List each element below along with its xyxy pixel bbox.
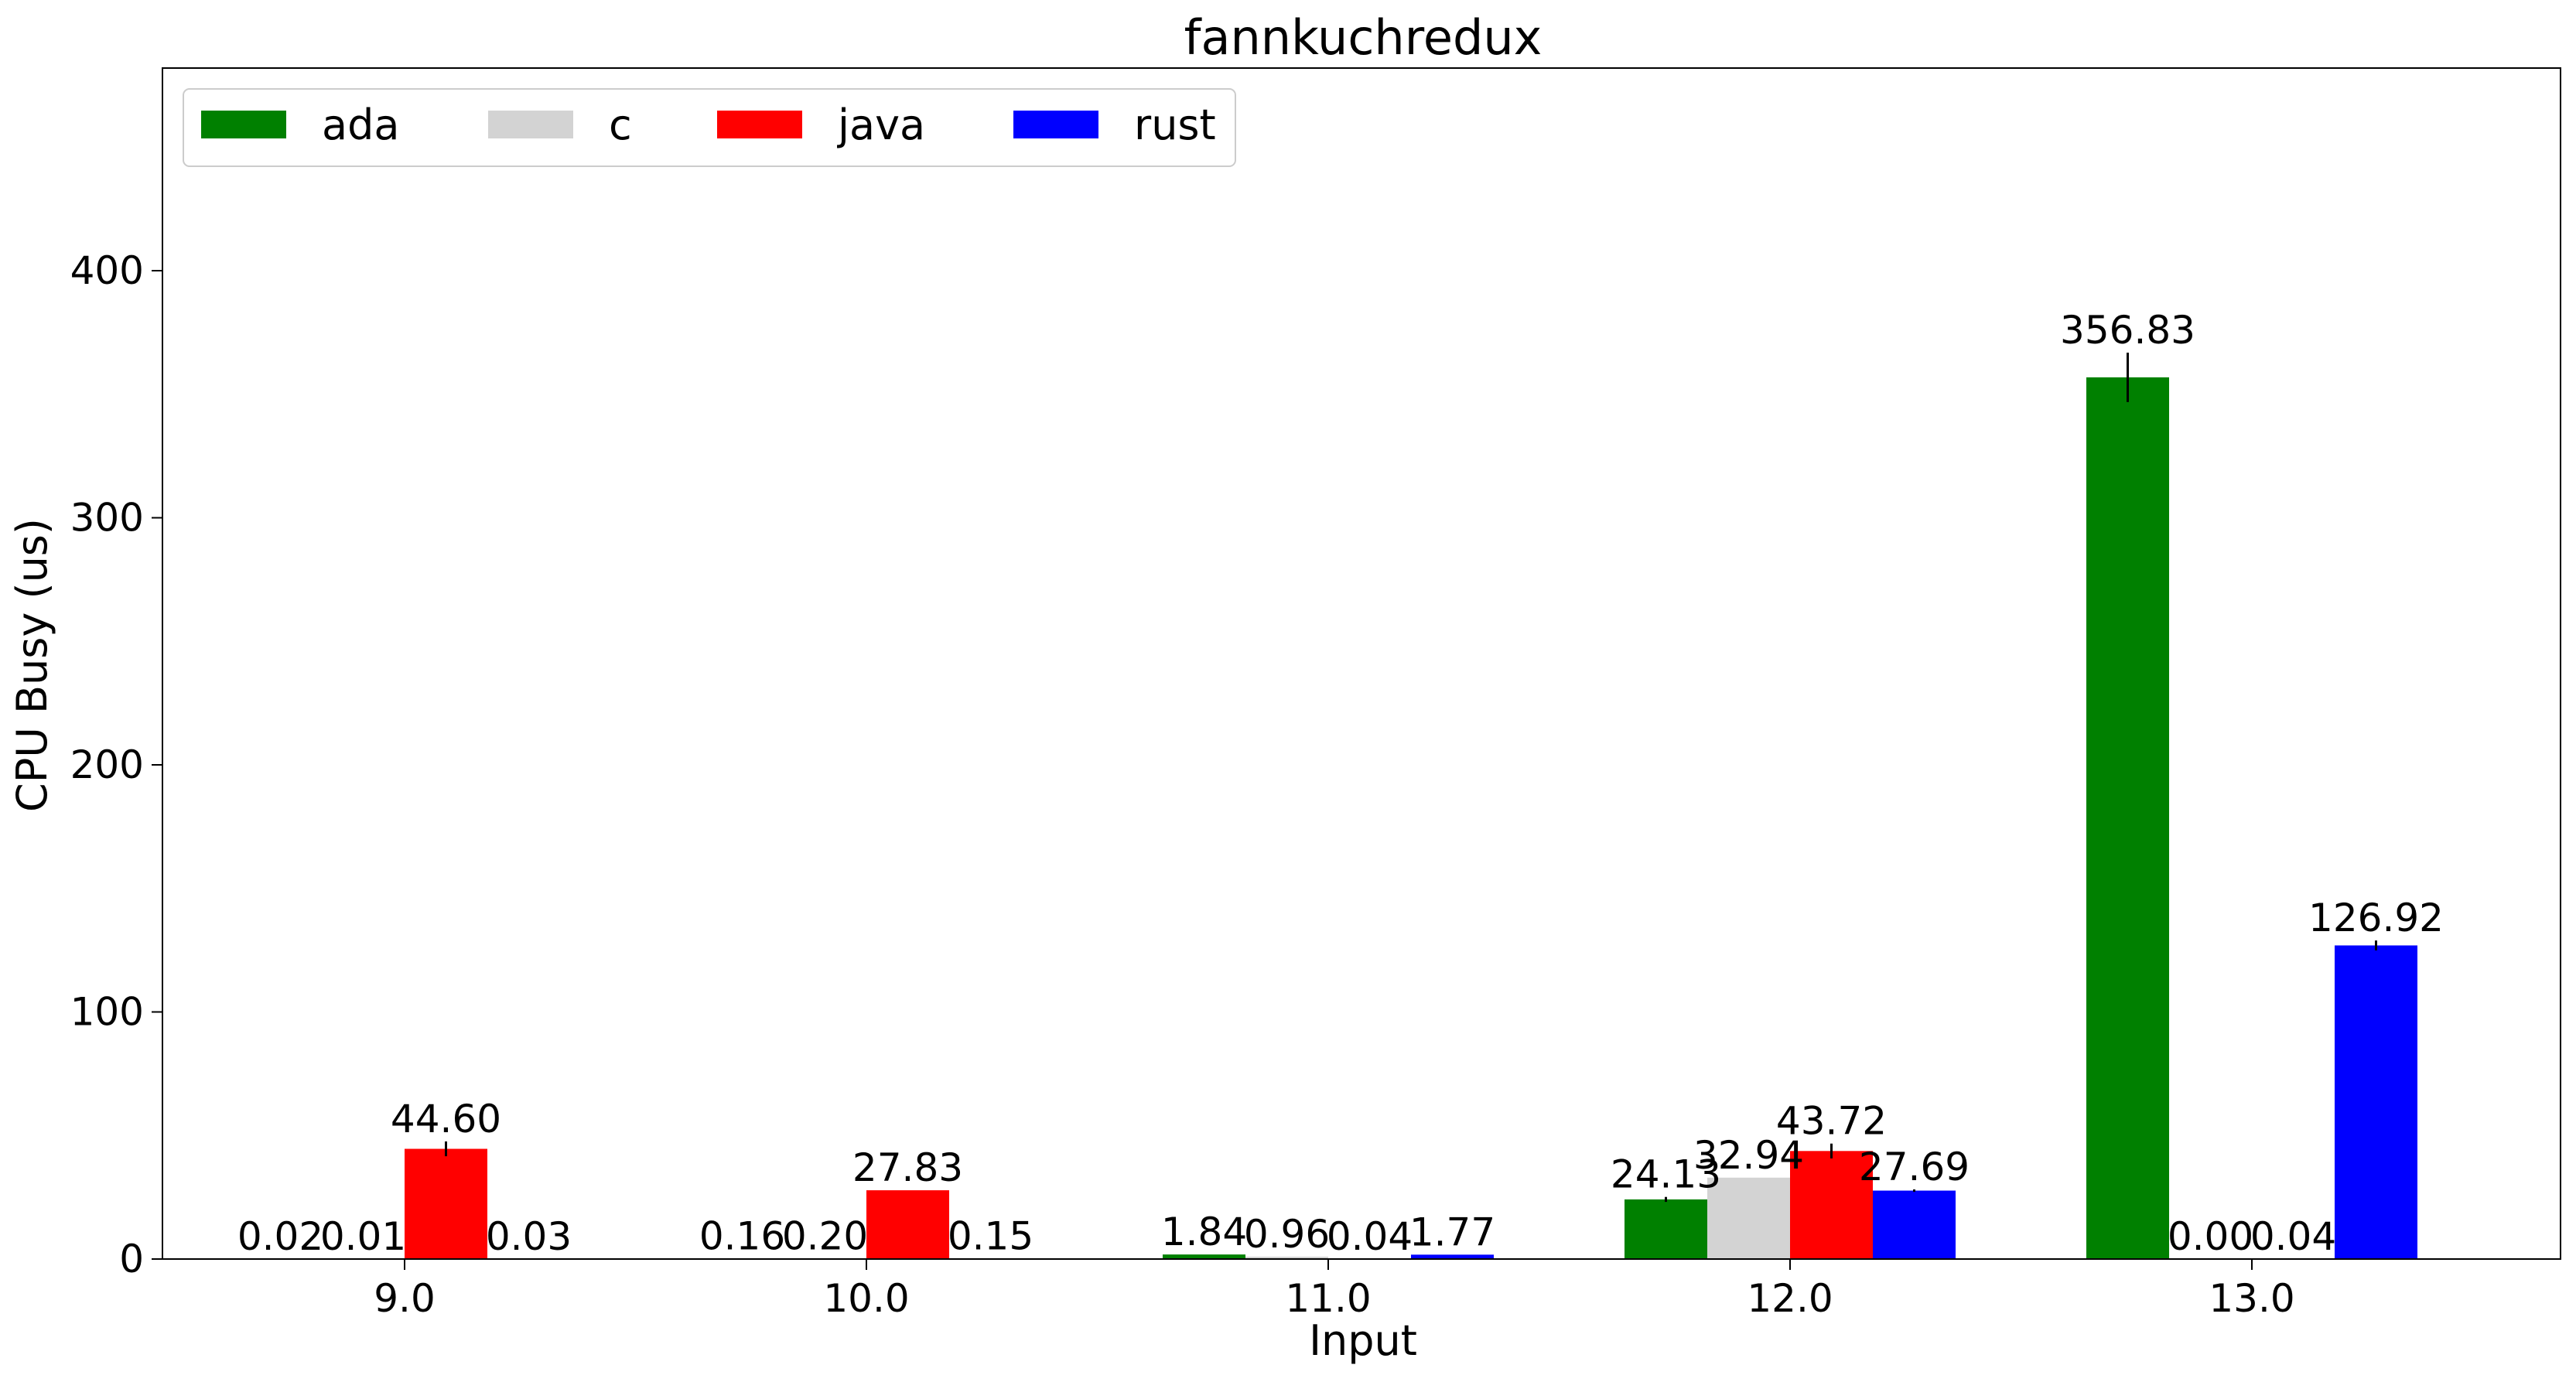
data-label-java-13.0: 0.04 bbox=[2250, 1214, 2336, 1259]
x-tick-label-13.0: 13.0 bbox=[2209, 1276, 2294, 1321]
legend: ada c java rust bbox=[183, 88, 1236, 167]
legend-swatch-c bbox=[488, 111, 573, 138]
axes-layer: 9.0 10.0 11.0 12.0 13.0 0 100 200 300 400 bbox=[70, 67, 2561, 1321]
data-label-java-9.0: 44.60 bbox=[391, 1097, 501, 1141]
y-tick-label-400: 400 bbox=[70, 248, 144, 293]
bar-rust-12.0 bbox=[1873, 1190, 1956, 1259]
bar-c-12.0 bbox=[1707, 1177, 1790, 1259]
y-tick-label-300: 300 bbox=[70, 495, 144, 540]
bar-ada-12.0 bbox=[1625, 1199, 1707, 1259]
data-label-ada-13.0: 356.83 bbox=[2060, 308, 2195, 353]
x-axis-label: Input bbox=[1309, 1316, 1417, 1365]
data-label-rust-11.0: 1.77 bbox=[1409, 1210, 1495, 1254]
legend-label-ada: ada bbox=[322, 101, 399, 149]
data-label-java-10.0: 27.83 bbox=[852, 1145, 963, 1190]
x-tick-label-11.0: 11.0 bbox=[1285, 1276, 1371, 1321]
bar-java-12.0 bbox=[1790, 1151, 1873, 1259]
legend-swatch-java bbox=[717, 111, 802, 138]
data-label-c-9.0: 0.01 bbox=[320, 1214, 406, 1259]
data-label-c-13.0: 0.00 bbox=[2168, 1214, 2253, 1259]
legend-frame bbox=[183, 88, 1236, 167]
data-label-c-10.0: 0.20 bbox=[782, 1213, 868, 1258]
y-axis-label: CPU Busy (us) bbox=[8, 518, 56, 812]
data-label-c-11.0: 0.96 bbox=[1244, 1212, 1330, 1257]
data-label-java-12.0: 43.72 bbox=[1776, 1099, 1887, 1144]
x-tick-label-12.0: 12.0 bbox=[1747, 1276, 1833, 1321]
y-tick-label-200: 200 bbox=[70, 742, 144, 787]
y-tick-label-100: 100 bbox=[70, 989, 144, 1034]
data-label-rust-12.0: 27.69 bbox=[1859, 1145, 1970, 1189]
bar-ada-11.0 bbox=[1163, 1254, 1245, 1259]
bars-layer bbox=[239, 377, 2417, 1259]
y-tick-label-0: 0 bbox=[119, 1237, 144, 1281]
bar-rust-13.0 bbox=[2335, 945, 2417, 1259]
bar-rust-11.0 bbox=[1411, 1254, 1494, 1259]
bar-java-9.0 bbox=[405, 1148, 487, 1259]
legend-label-c: c bbox=[609, 101, 632, 149]
data-label-ada-10.0: 0.16 bbox=[699, 1213, 785, 1258]
data-label-c-12.0: 32.94 bbox=[1693, 1133, 1804, 1178]
data-label-rust-9.0: 0.03 bbox=[486, 1214, 572, 1259]
legend-swatch-ada bbox=[201, 111, 286, 138]
x-tick-label-9.0: 9.0 bbox=[374, 1276, 436, 1321]
data-label-java-11.0: 0.04 bbox=[1327, 1214, 1413, 1259]
data-label-ada-12.0: 24.13 bbox=[1611, 1152, 1721, 1197]
plot-frame bbox=[162, 67, 2561, 1260]
legend-swatch-rust bbox=[1013, 111, 1098, 138]
data-label-rust-10.0: 0.15 bbox=[948, 1214, 1033, 1259]
bar-java-10.0 bbox=[866, 1190, 949, 1259]
bar-c-11.0 bbox=[1245, 1256, 1328, 1259]
data-label-rust-13.0: 126.92 bbox=[2308, 896, 2444, 940]
legend-label-rust: rust bbox=[1134, 101, 1216, 149]
data-label-ada-9.0: 0.02 bbox=[237, 1214, 323, 1259]
bar-ada-13.0 bbox=[2086, 377, 2169, 1259]
data-label-ada-11.0: 1.84 bbox=[1161, 1210, 1247, 1254]
legend-label-java: java bbox=[837, 101, 925, 149]
chart-title: fannkuchredux bbox=[1184, 9, 1543, 66]
x-tick-label-10.0: 10.0 bbox=[823, 1276, 909, 1321]
error-bars-layer bbox=[445, 352, 2377, 1203]
